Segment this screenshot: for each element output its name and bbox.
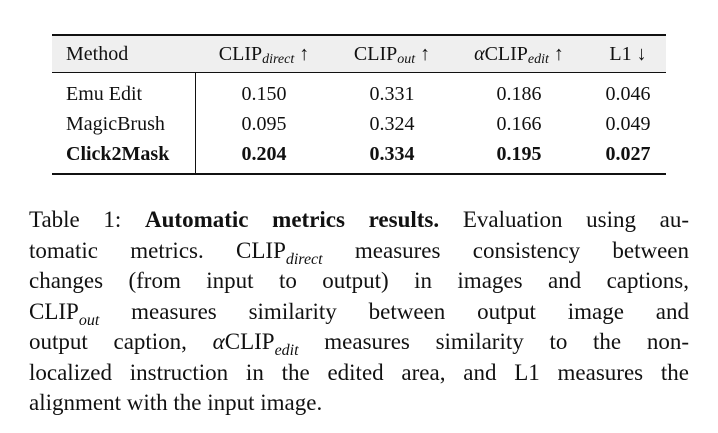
caption-line: CLIPout measures similarity between outp… xyxy=(29,298,689,329)
clip-out-value: 0.331 xyxy=(369,82,415,105)
column-divider xyxy=(195,36,196,173)
clip-out-value: 0.334 xyxy=(369,142,415,165)
l1-value: 0.049 xyxy=(605,112,651,135)
clip-out-value: 0.324 xyxy=(369,112,415,135)
table-row: MagicBrush 0.095 0.324 0.166 0.049 xyxy=(52,109,666,139)
caption-line: alignment with the input image. xyxy=(29,390,323,415)
clip-direct-value: 0.095 xyxy=(241,112,287,135)
table-caption: Table 1: Automatic metrics results. Eval… xyxy=(29,205,689,419)
table-header-row: Method CLIP direct ↑ CLIP out ↑ α CLIP edit … xyxy=(52,36,666,73)
clip-direct-value: 0.204 xyxy=(241,142,287,165)
caption-line: output caption, αCLIPedit measures simil… xyxy=(29,329,690,359)
caption-line: localized instruction in the edited area… xyxy=(29,359,689,385)
method-name: MagicBrush xyxy=(66,112,165,135)
header-alpha-clip-edit: α CLIP edit ↑ xyxy=(474,42,564,68)
header-clip-direct: CLIP direct ↑ xyxy=(218,42,310,68)
l1-value: 0.027 xyxy=(605,142,651,165)
header-clip-out: CLIP out ↑ xyxy=(353,42,431,68)
header-method: Method xyxy=(66,42,129,65)
caption-title: Automatic metrics results. xyxy=(145,207,440,232)
caption-label: Table 1: xyxy=(29,207,122,232)
method-name: Emu Edit xyxy=(66,82,143,105)
header-l1: L1 ↓ xyxy=(609,42,647,65)
method-name: Click2Mask xyxy=(66,142,170,165)
table-row: Emu Edit 0.150 0.331 0.186 0.046 xyxy=(52,79,666,109)
caption-line: Table 1: Automatic metrics results. Eval… xyxy=(29,207,690,232)
l1-value: 0.046 xyxy=(605,82,651,105)
clip-direct-value: 0.150 xyxy=(241,82,287,105)
caption-line: tomatic metrics. CLIPdirect measures con… xyxy=(29,237,689,268)
alpha-clip-edit-value: 0.166 xyxy=(496,112,542,135)
metrics-table: Method CLIP direct ↑ CLIP out ↑ α CLIP edit … xyxy=(52,34,666,175)
table-row: Click2Mask 0.204 0.334 0.195 0.027 xyxy=(52,139,666,169)
alpha-clip-edit-value: 0.195 xyxy=(496,142,542,165)
alpha-clip-edit-value: 0.186 xyxy=(496,82,542,105)
caption-line: changes (from input to output) in images… xyxy=(29,268,689,293)
